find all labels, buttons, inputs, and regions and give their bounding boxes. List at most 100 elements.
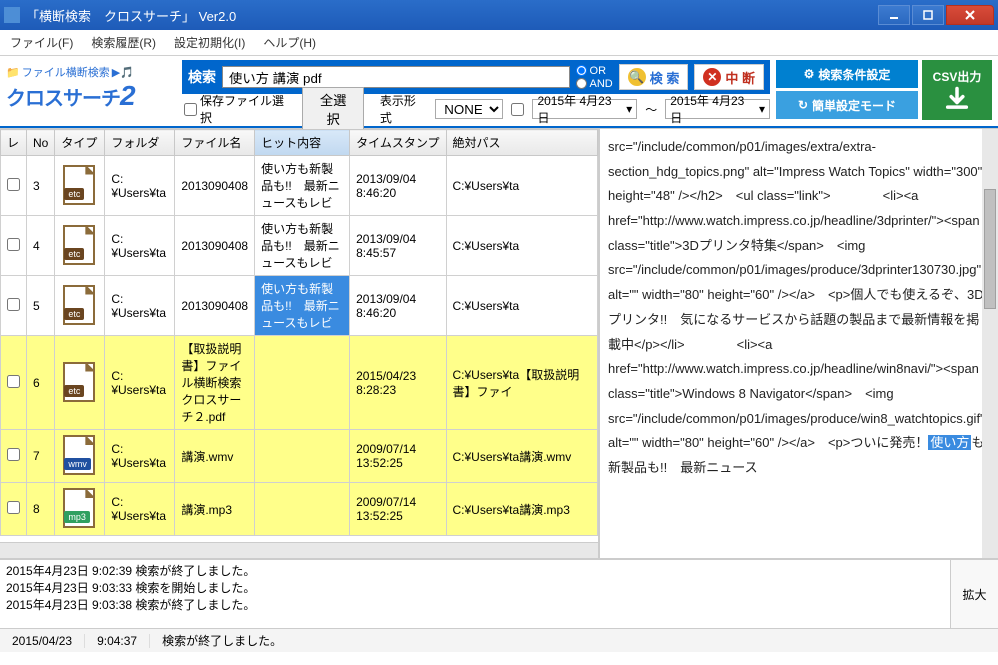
cell-filename: 講演.mp3 [175, 483, 255, 536]
cell-filename: 【取扱説明書】ファイル横断検索クロスサーチ２.pdf [175, 336, 255, 430]
table-row[interactable]: 3etc C:¥Users¥ta 2013090408使い方も新製品も!! 最新ニュ… [1, 156, 598, 216]
menu-file[interactable]: ファイル(F) [10, 34, 73, 51]
toolbar: 📁ファイル横断検索▶🎵 クロスサーチ2 検索 OR AND 🔍検 索 ✕中 断 … [0, 56, 998, 128]
cell-timestamp: 2009/07/14 13:52:25 [350, 483, 446, 536]
cell-type: wmv [55, 430, 105, 483]
radio-or[interactable]: OR [576, 65, 613, 77]
search-options: 保存ファイル選択 全選択 表示形式 NONE 2015年 4月23日▾ ～ 20… [182, 97, 770, 121]
cell-type: etc [55, 276, 105, 336]
search-label: 検索 [188, 67, 216, 87]
cell-timestamp: 2013/09/04 8:46:20 [350, 276, 446, 336]
vertical-scrollbar[interactable] [982, 129, 998, 558]
cell-path: C:¥Users¥ta講演.mp3 [446, 483, 598, 536]
cell-hit: 使い方も新製品も!! 最新ニュースもレビ [255, 156, 350, 216]
search-bar: 検索 OR AND 🔍検 索 ✕中 断 [182, 60, 770, 94]
col-filename[interactable]: ファイル名 [175, 130, 255, 156]
cell-path: C:¥Users¥ta [446, 276, 598, 336]
cell-no: 4 [27, 216, 55, 276]
row-checkbox[interactable] [7, 238, 20, 251]
row-checkbox[interactable] [7, 448, 20, 461]
select-all-button[interactable]: 全選択 [302, 87, 363, 131]
search-button[interactable]: 🔍検 索 [619, 64, 689, 90]
cell-hit [255, 430, 350, 483]
csv-export-button[interactable]: CSV出力 [922, 60, 992, 120]
cell-folder: C:¥Users¥ta [105, 483, 175, 536]
log-panel: 2015年4月23日 9:02:39 検索が終了しました。2015年4月23日 … [0, 560, 950, 628]
cell-type: etc [55, 216, 105, 276]
close-button[interactable] [946, 5, 994, 25]
cell-hit: 使い方も新製品も!! 最新ニュースもレビ [255, 276, 350, 336]
status-bar: 2015/04/23 9:04:37 検索が終了しました。 [0, 628, 998, 652]
log-line: 2015年4月23日 9:03:38 検索が終了しました。 [6, 597, 944, 614]
row-checkbox[interactable] [7, 501, 20, 514]
row-checkbox[interactable] [7, 298, 20, 311]
cell-type: etc [55, 336, 105, 430]
preview-pane: src="/include/common/p01/images/extra/ex… [600, 129, 998, 558]
expand-button[interactable]: 拡大 [950, 560, 998, 628]
cell-filename: 2013090408 [175, 156, 255, 216]
date-to-picker[interactable]: 2015年 4月23日▾ [665, 99, 770, 119]
maximize-button[interactable] [912, 5, 944, 25]
menu-help[interactable]: ヘルプ(H) [263, 34, 316, 51]
table-row[interactable]: 7wmv C:¥Users¥ta講演.wmv2009/07/14 13:52:25… [1, 430, 598, 483]
horizontal-scrollbar[interactable] [0, 542, 598, 558]
logo-subtitle: 📁ファイル横断検索▶🎵 [6, 64, 176, 80]
cell-type: etc [55, 156, 105, 216]
menu-bar: ファイル(F) 検索履歴(R) 設定初期化(I) ヘルプ(H) [0, 30, 998, 56]
cell-folder: C:¥Users¥ta [105, 216, 175, 276]
cell-hit [255, 336, 350, 430]
cell-no: 3 [27, 156, 55, 216]
cell-no: 5 [27, 276, 55, 336]
window-title: 「横断検索 クロスサーチ」 Ver2.0 [26, 6, 876, 25]
date-from-picker[interactable]: 2015年 4月23日▾ [532, 99, 637, 119]
col-lv[interactable]: レ [1, 130, 27, 156]
search-condition-button[interactable]: ⚙ 検索条件設定 [776, 60, 918, 88]
results-table: レ No タイプ フォルダ ファイル名 ヒット内容 タイムスタンプ 絶対パス 3… [0, 129, 598, 536]
date-from-checkbox[interactable] [511, 103, 524, 116]
cell-filename: 2013090408 [175, 216, 255, 276]
col-timestamp[interactable]: タイムスタンプ [350, 130, 446, 156]
logo: 📁ファイル横断検索▶🎵 クロスサーチ2 [6, 60, 176, 112]
minimize-button[interactable] [878, 5, 910, 25]
col-folder[interactable]: フォルダ [105, 130, 175, 156]
cell-no: 8 [27, 483, 55, 536]
menu-history[interactable]: 検索履歴(R) [91, 34, 156, 51]
logo-title: クロスサーチ2 [6, 80, 176, 112]
app-icon [4, 7, 20, 23]
table-row[interactable]: 4etcC:¥Users¥ta2013090408使い方も新製品も!! 最新ニュ… [1, 216, 598, 276]
cell-filename: 講演.wmv [175, 430, 255, 483]
log-line: 2015年4月23日 9:02:39 検索が終了しました。 [6, 563, 944, 580]
stop-button[interactable]: ✕中 断 [694, 64, 764, 90]
menu-reset[interactable]: 設定初期化(I) [174, 34, 245, 51]
preview-text: src="/include/common/p01/images/extra/ex… [608, 135, 990, 481]
title-bar: 「横断検索 クロスサーチ」 Ver2.0 [0, 0, 998, 30]
cell-timestamp: 2013/09/04 8:45:57 [350, 216, 446, 276]
search-input[interactable] [222, 66, 570, 88]
cell-path: C:¥Users¥ta講演.wmv [446, 430, 598, 483]
log-line: 2015年4月23日 9:03:33 検索を開始しました。 [6, 580, 944, 597]
cell-no: 6 [27, 336, 55, 430]
col-hit[interactable]: ヒット内容 [255, 130, 350, 156]
simple-mode-button[interactable]: ↻ 簡単設定モード [776, 91, 918, 119]
row-checkbox[interactable] [7, 178, 20, 191]
table-row[interactable]: 6etcC:¥Users¥ta【取扱説明書】ファイル横断検索クロスサーチ２.pd… [1, 336, 598, 430]
cell-path: C:¥Users¥ta [446, 216, 598, 276]
table-row[interactable]: 8mp3C:¥Users¥ta講演.mp32009/07/14 13:52:25… [1, 483, 598, 536]
cell-filename: 2013090408 [175, 276, 255, 336]
row-checkbox[interactable] [7, 375, 20, 388]
cell-timestamp: 2009/07/14 13:52:25 [350, 430, 446, 483]
col-no[interactable]: No [27, 130, 55, 156]
display-format-select[interactable]: NONE [435, 99, 503, 119]
cell-path: C:¥Users¥ta [446, 156, 598, 216]
status-time: 9:04:37 [85, 634, 150, 648]
cell-timestamp: 2013/09/04 8:46:20 [350, 156, 446, 216]
cell-path: C:¥Users¥ta【取扱説明書】ファイ [446, 336, 598, 430]
save-file-checkbox[interactable]: 保存ファイル選択 [184, 92, 294, 126]
cell-no: 7 [27, 430, 55, 483]
radio-and[interactable]: AND [576, 78, 613, 90]
cell-type: mp3 [55, 483, 105, 536]
table-row[interactable]: 5etc C:¥Users¥ta 2013090408使い方も新製品も!! 最新ニュ… [1, 276, 598, 336]
col-type[interactable]: タイプ [55, 130, 105, 156]
date-tilde: ～ [645, 101, 657, 118]
col-path[interactable]: 絶対パス [446, 130, 598, 156]
